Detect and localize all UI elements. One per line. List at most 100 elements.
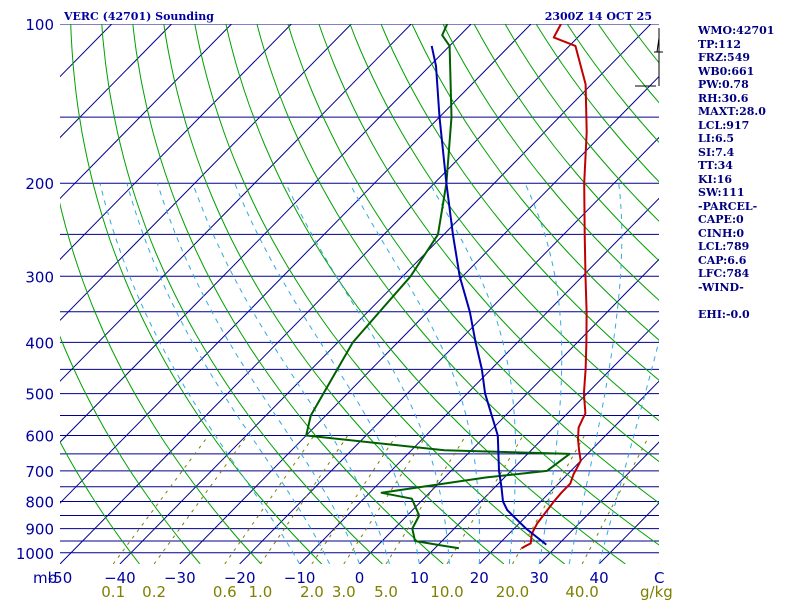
moist-adiabat-line bbox=[349, 182, 481, 564]
mixing-ratio-lines bbox=[112, 435, 650, 564]
mixing-ratio-tick-label: 3.0 bbox=[332, 583, 356, 600]
mixing-ratio-tick-label: 0.2 bbox=[142, 583, 166, 600]
moist-adiabat-line bbox=[524, 182, 563, 564]
moist-adiabat-line bbox=[568, 183, 623, 564]
plot-area bbox=[60, 24, 659, 564]
dry-adiabat-line bbox=[411, 24, 659, 341]
dry-adiabat-line bbox=[535, 24, 659, 183]
mixing-ratio-tick-label: 1.0 bbox=[248, 583, 272, 600]
isotherm-line bbox=[478, 380, 659, 564]
mixing-ratio-axis-labels: 0.1 0.2 0.6 1.0 2.0 3.0 5.0 10.0 20.0 40.0 bbox=[101, 583, 599, 600]
mixing-ratio-line bbox=[512, 435, 585, 564]
dry-adiabat-line bbox=[163, 24, 505, 564]
isotherm-line bbox=[419, 319, 659, 564]
dry-adiabat-line bbox=[194, 24, 566, 564]
moist-adiabat-line bbox=[285, 182, 450, 564]
stat-item: TT:34 bbox=[698, 159, 733, 172]
stat-item: LCL:917 bbox=[698, 118, 750, 132]
moist-adiabat-line bbox=[126, 183, 331, 564]
temperature-line bbox=[521, 24, 588, 550]
valid-time: 2300Z 14 OCT 25 bbox=[545, 10, 652, 23]
mixing-ratio-tick-label: 40.0 bbox=[565, 583, 598, 600]
dry-adiabat-line bbox=[60, 202, 262, 564]
dry-adiabat-line bbox=[70, 24, 323, 564]
isotherm-line bbox=[60, 24, 592, 564]
stat-item: CAP:6.6 bbox=[698, 253, 747, 267]
isotherm-line bbox=[60, 24, 172, 139]
stat-item: LCL:789 bbox=[698, 240, 750, 253]
pressure-unit-label: mb bbox=[33, 569, 57, 587]
temperature-tick-label: 40 bbox=[590, 569, 609, 587]
stat-item: LFC:784 bbox=[698, 267, 750, 280]
dry-adiabat-line bbox=[566, 24, 659, 144]
mixing-ratio-line bbox=[311, 435, 397, 564]
isotherm-line bbox=[359, 258, 659, 564]
dry-adiabat-line bbox=[504, 24, 659, 222]
moist-adiabat-line bbox=[429, 182, 517, 564]
pressure-tick-label: 900 bbox=[25, 521, 54, 539]
stats-spacer bbox=[698, 294, 774, 308]
mixing-ratio-tick-label: 0.6 bbox=[213, 583, 237, 600]
stat-item: KI:16 bbox=[698, 172, 733, 186]
temperature-axis-labels: -50 −40 −30 −20 −10 0 10 20 30 40 bbox=[48, 569, 609, 587]
dry-adiabat-line bbox=[349, 24, 659, 422]
isotherm-line bbox=[60, 24, 472, 443]
temperature-tick-label: 0 bbox=[355, 569, 365, 587]
isotherm-line bbox=[0, 24, 52, 564]
mixing-ratio-line bbox=[581, 435, 650, 564]
isotherm-line bbox=[60, 24, 412, 382]
wind-barb bbox=[635, 28, 663, 87]
stat-item: SI:7.4 bbox=[698, 145, 735, 159]
isotherm-line bbox=[60, 24, 532, 504]
pressure-axis-labels: 100 200 300 400 500 600 700 800 900 1000 bbox=[16, 16, 54, 563]
dry-adiabat-line bbox=[256, 24, 659, 546]
stat-item: MAXT:28.0 bbox=[698, 105, 766, 118]
isotherm-line bbox=[60, 24, 232, 200]
dry-adiabat-line bbox=[60, 440, 140, 564]
pressure-tick-label: 200 bbox=[25, 175, 54, 193]
moist-adiabat-lines bbox=[99, 182, 659, 564]
dry-adiabat-line bbox=[60, 335, 201, 564]
pressure-tick-label: 700 bbox=[25, 463, 54, 481]
mixing-ratio-line bbox=[343, 435, 427, 564]
isotherm-line bbox=[60, 24, 352, 322]
parcel-path-line bbox=[430, 45, 547, 546]
mixing-ratio-tick-label: 20.0 bbox=[496, 583, 529, 600]
stat-item: CINH:0 bbox=[698, 226, 745, 240]
stat-item: CAPE:0 bbox=[698, 213, 744, 226]
dry-adiabat-lines bbox=[60, 24, 800, 564]
temperature-tick-label: −40 bbox=[104, 569, 136, 587]
mixing-ratio-line bbox=[153, 435, 248, 564]
dry-adiabat-line bbox=[784, 24, 800, 564]
isotherm-line bbox=[60, 24, 292, 261]
isotherm-line bbox=[179, 75, 659, 564]
mixing-ratio-tick-label: 10.0 bbox=[430, 583, 463, 600]
isotherm-line bbox=[538, 441, 659, 564]
stat-item: TP:112 bbox=[698, 37, 742, 51]
temperature-tick-label: 30 bbox=[530, 569, 549, 587]
stat-item: SW:111 bbox=[698, 186, 745, 199]
dry-adiabat-line bbox=[132, 24, 444, 564]
chart-title: VERC (42701) Sounding bbox=[63, 10, 214, 23]
moist-adiabat-line bbox=[99, 183, 301, 564]
temperature-tick-label: 20 bbox=[470, 569, 489, 587]
dry-adiabat-line bbox=[318, 24, 659, 463]
pressure-tick-label: 400 bbox=[25, 334, 54, 352]
dry-adiabat-line bbox=[287, 24, 659, 504]
stat-item: PW:0.78 bbox=[698, 78, 749, 91]
mixing-ratio-unit-label: g/kg bbox=[640, 583, 673, 600]
mixing-ratio-line bbox=[446, 435, 524, 564]
pressure-tick-label: 600 bbox=[25, 428, 54, 446]
sounding-series bbox=[305, 24, 588, 550]
stat-item: LI:6.5 bbox=[698, 132, 735, 145]
stat-item: -WIND- bbox=[698, 280, 744, 294]
stat-item: EHI:-0.0 bbox=[698, 307, 750, 321]
mixing-ratio-tick-label: 5.0 bbox=[374, 583, 398, 600]
stat-item: FRZ:549 bbox=[698, 51, 751, 64]
pressure-tick-label: 1000 bbox=[16, 545, 54, 563]
sounding-indices-panel: WMO:42701 TP:112 FRZ:549 WB0:661 PW:0.78 RH:3… bbox=[698, 24, 774, 321]
dry-adiabat-line bbox=[380, 24, 659, 381]
mixing-ratio-line bbox=[385, 435, 467, 564]
stat-item: -PARCEL- bbox=[698, 199, 758, 213]
